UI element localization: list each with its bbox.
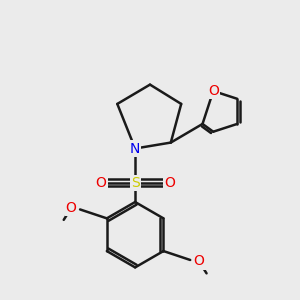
Text: S: S: [131, 176, 140, 190]
Text: O: O: [208, 84, 219, 98]
Text: O: O: [95, 176, 106, 190]
Text: O: O: [164, 176, 175, 190]
Text: O: O: [194, 254, 205, 268]
Text: N: N: [130, 142, 140, 155]
Text: O: O: [66, 201, 76, 215]
